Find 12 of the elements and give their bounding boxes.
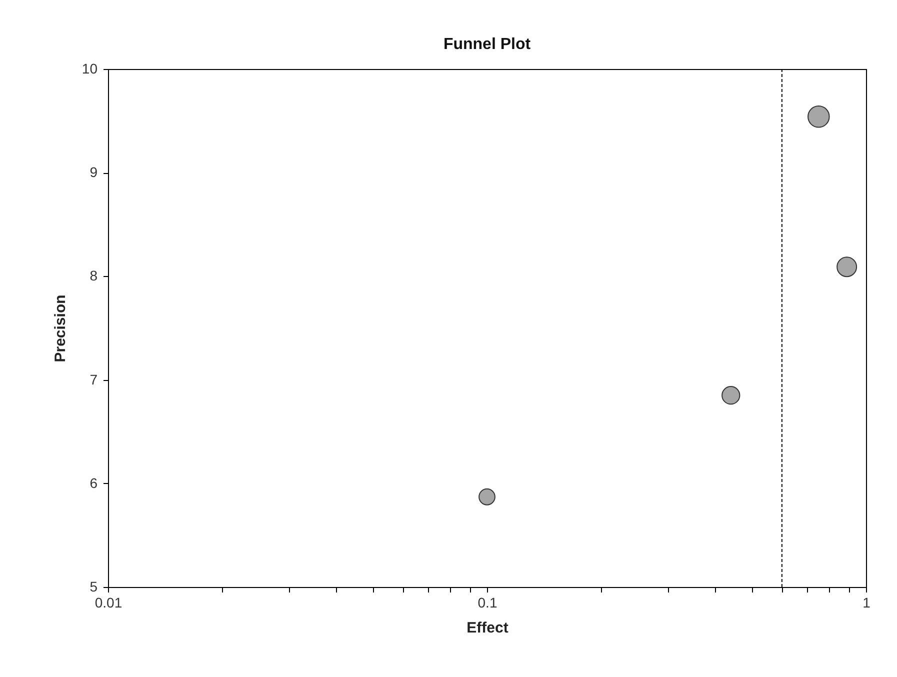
y-tick-label: 8 bbox=[90, 268, 98, 284]
y-tick-label: 5 bbox=[90, 578, 98, 594]
x-axis-title: Effect bbox=[466, 620, 508, 636]
x-tick-label: 1 bbox=[862, 594, 871, 610]
y-tick-label: 9 bbox=[90, 164, 98, 180]
y-axis-title: Precision bbox=[52, 294, 69, 362]
chart-title: Funnel Plot bbox=[443, 36, 532, 53]
x-tick-label: 0.01 bbox=[94, 594, 122, 610]
y-tick-label: 7 bbox=[90, 371, 98, 388]
y-tick-label: 10 bbox=[82, 60, 98, 76]
x-tick-label: 0.1 bbox=[478, 594, 498, 610]
y-tick-label: 6 bbox=[90, 474, 98, 491]
